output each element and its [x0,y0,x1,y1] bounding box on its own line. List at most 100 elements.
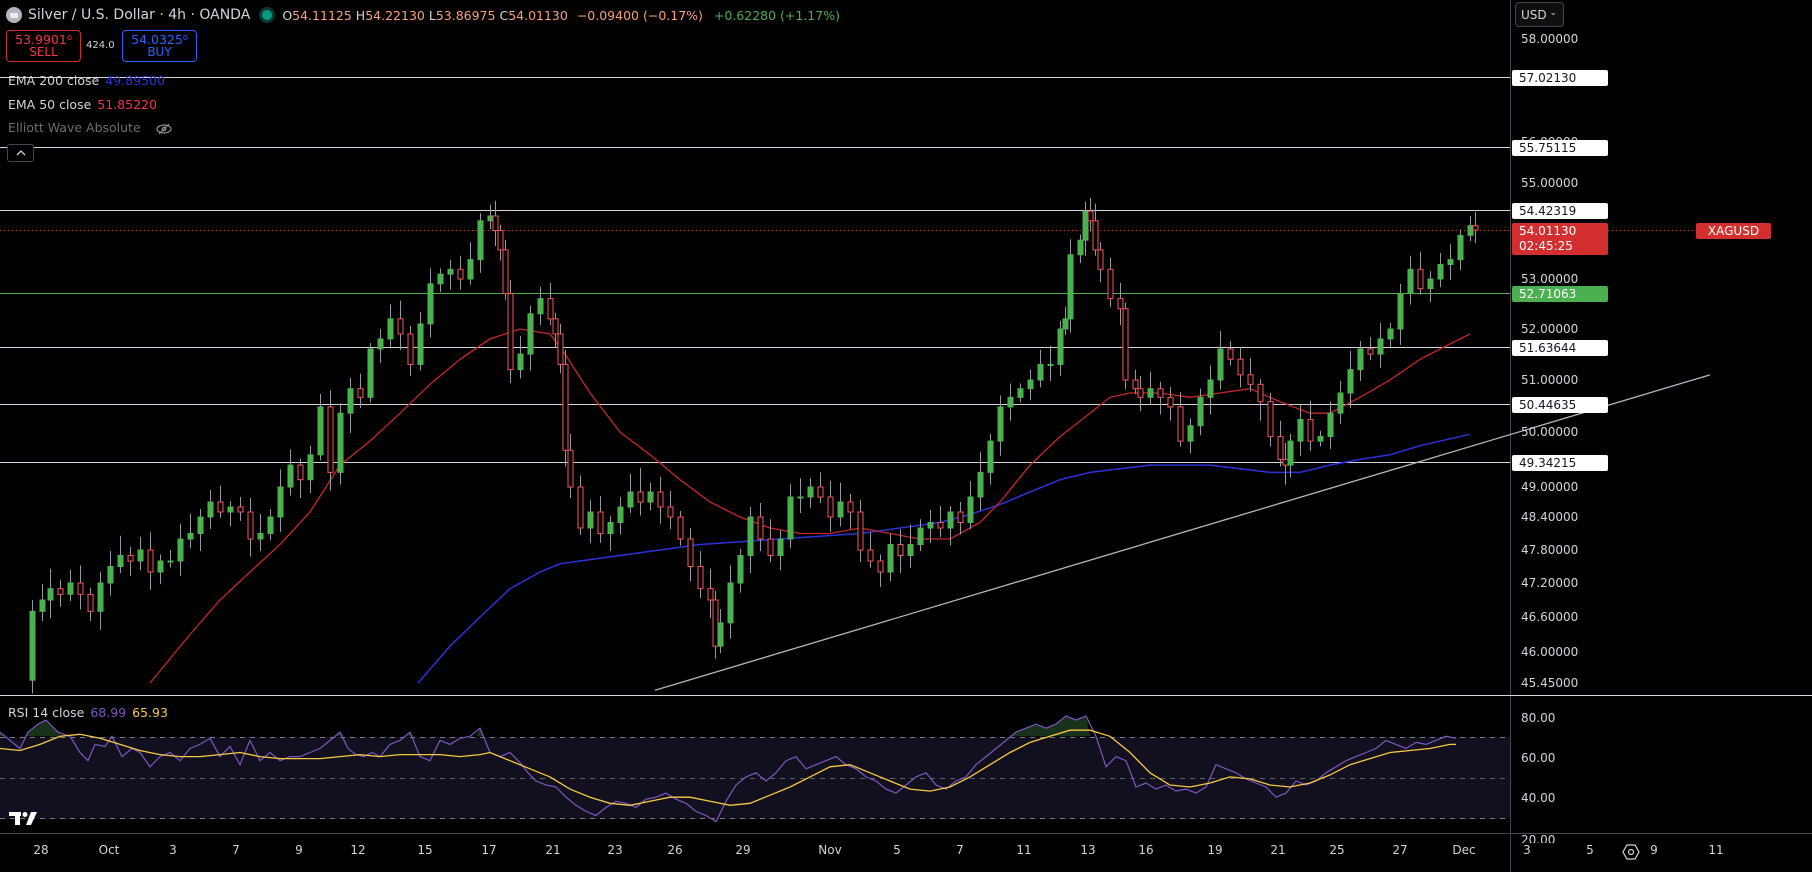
rsi-value: 68.99 [90,705,127,720]
buy-price: 54.0325⁰ [131,32,188,47]
price-tick: 53.00000 [1521,272,1579,286]
low-value: 53.86975 [435,7,496,23]
price-tick: 51.00000 [1521,373,1579,387]
eye-hidden-icon[interactable] [155,123,173,135]
time-label: 13 [1080,843,1096,857]
price-tick: 55.00000 [1521,176,1579,190]
time-label: 9 [1650,843,1658,857]
indicator-ema200-legend[interactable]: EMA 200 close 49.89500 [8,73,165,88]
ema50-value: 51.85220 [97,97,157,112]
sell-label: SELL [29,45,58,59]
time-label: 25 [1329,843,1345,857]
price-tick: 49.00000 [1521,480,1579,494]
time-label: 26 [667,843,683,857]
horizontal-levels[interactable] [0,77,1696,463]
price-tick: 50.00000 [1521,425,1579,439]
currency-label: USD [1521,8,1547,22]
trendline[interactable] [654,374,1711,691]
high-label: H [355,7,366,23]
time-label: 19 [1207,843,1223,857]
close-value: 54.01130 [508,7,568,23]
time-label: Nov [818,843,842,857]
time-label: 7 [232,843,240,857]
buy-button[interactable]: 54.0325⁰ BUY [122,30,197,62]
sell-button[interactable]: 53.9901⁰ SELL [6,30,81,62]
ema200-line [417,433,1471,684]
ema200-value: 49.89500 [105,73,165,88]
high-value: 54.22130 [365,7,425,23]
time-label: 21 [1270,843,1286,857]
level-label: 49.34215 [1512,454,1608,471]
time-label: 11 [1016,843,1032,857]
symbol-legend[interactable]: Silver / U.S. Dollar · 4h · OANDA O54.11… [6,4,840,26]
silver-bar-icon [6,7,22,23]
rsi-ma-value: 65.93 [132,705,168,720]
ema50-name: EMA 50 close [8,97,92,112]
chevron-up-icon [16,150,25,156]
price-tick: 47.20000 [1521,576,1579,590]
time-label: 11 [1708,843,1724,857]
ema200-name: EMA 200 close [8,73,100,88]
level-label: 50.44635 [1512,396,1608,413]
price-tick: 52.00000 [1521,322,1579,336]
time-label: 7 [956,843,964,857]
sell-price: 53.9901⁰ [15,32,72,47]
price-tick: 47.80000 [1521,543,1579,557]
rsi-tick-40: 40.00 [1521,791,1556,805]
market-open-status-icon[interactable] [262,10,273,20]
time-label: 15 [417,843,433,857]
rsi-tick-20: 20.00 [1521,833,1556,843]
price-tick: 46.00000 [1521,645,1579,659]
time-label: 9 [295,843,303,857]
rsi-legend[interactable]: RSI 14 close 68.99 65.93 [8,705,168,720]
settings-hexagon-icon[interactable] [1622,843,1640,861]
price-tick: 46.60000 [1521,610,1579,624]
level-label: 57.02130 [1512,69,1608,86]
close-label: C [499,7,509,23]
time-label: 28 [33,843,49,857]
price-tick: 58.00000 [1521,32,1579,46]
level-label: 52.71063 [1512,285,1608,302]
ohlc-values: O54.11125 H54.22130 L53.86975 C54.01130 … [282,8,840,23]
elliott-wave-name: Elliott Wave Absolute [8,120,141,135]
collapse-legend-button[interactable] [7,144,34,162]
time-label: 12 [350,843,366,857]
level-label: 55.75115 [1512,139,1608,156]
time-label: Oct [98,843,120,857]
currency-selector[interactable]: USD ⌄ [1515,2,1806,27]
rsi-tick-60: 60.00 [1521,751,1556,765]
tradingview-logo-icon[interactable] [9,810,41,826]
extended-price-change: +0.62280 (+1.17%) [713,7,840,23]
rsi-name: RSI 14 close [8,705,85,720]
rsi-series [0,715,1457,823]
buy-label: BUY [147,45,172,59]
bar-countdown: 02:45:25 [1519,238,1573,253]
low-label: L [428,7,436,23]
time-label: Dec [1452,843,1476,857]
chevron-down-icon: ⌄ [1549,8,1557,18]
time-label: 21 [545,843,561,857]
time-label: 17 [481,843,497,857]
indicator-ema50-legend[interactable]: EMA 50 close 51.85220 [8,97,157,112]
time-label: 5 [1586,843,1594,857]
spread-value: 424.0 [86,40,115,51]
time-label: 3 [169,843,177,857]
indicator-elliott-wave-legend[interactable]: Elliott Wave Absolute [8,120,173,135]
time-label: 5 [893,843,901,857]
open-value: 54.11125 [292,7,352,23]
price-tick: 45.45000 [1521,676,1579,690]
time-label: 23 [607,843,623,857]
symbol-price-tag: XAGUSD [1696,222,1771,239]
time-label: 29 [735,843,751,857]
level-label: 54.42319 [1512,202,1608,219]
time-label: 27 [1392,843,1408,857]
time-label: 16 [1138,843,1154,857]
last-price-label: 54.01130 02:45:25 [1512,222,1608,255]
level-label: 51.63644 [1512,339,1608,356]
rsi-tick-80: 80.00 [1521,711,1556,725]
symbol-title[interactable]: Silver / U.S. Dollar · 4h · OANDA [28,7,251,23]
open-label: O [282,7,293,23]
price-tick: 48.40000 [1521,510,1579,524]
last-price-value: 54.01130 [1519,223,1577,238]
